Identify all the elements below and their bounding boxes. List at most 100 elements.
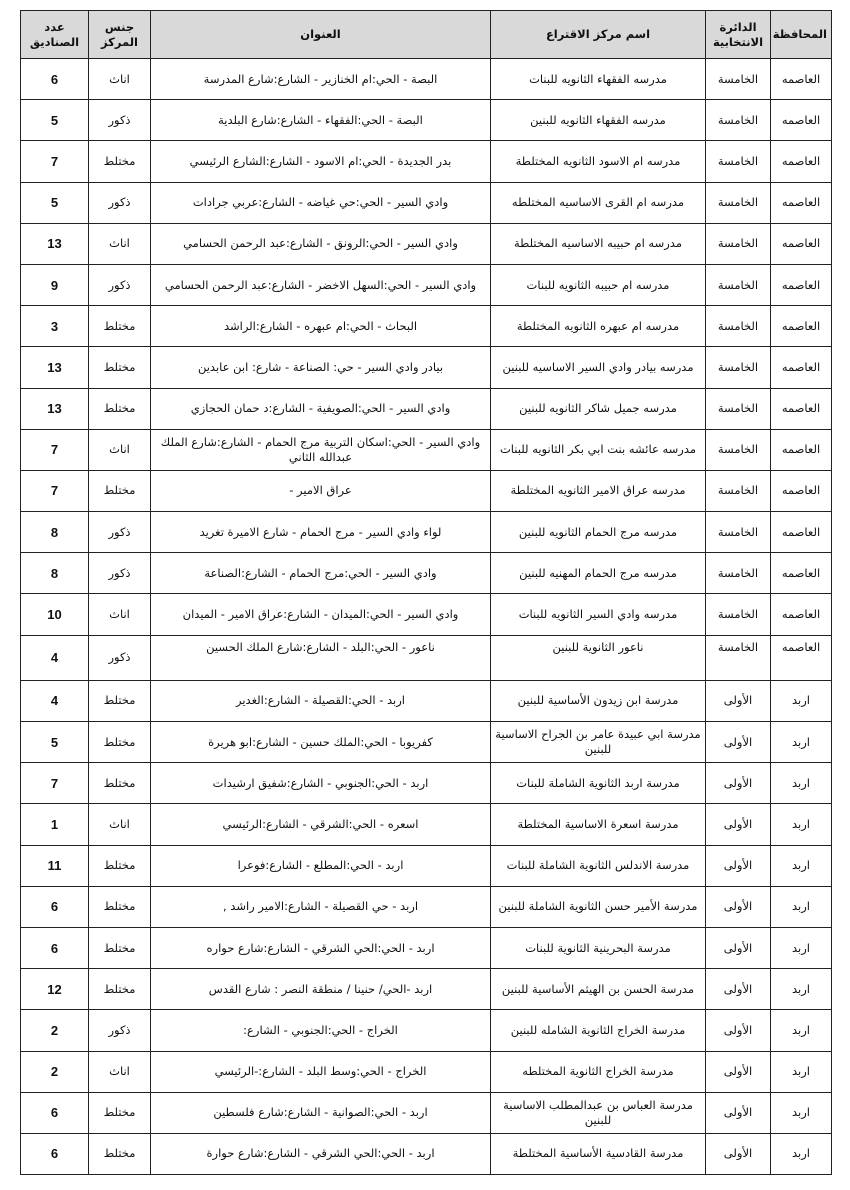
district-cell: الخامسة xyxy=(705,634,771,681)
table-row: اربد الأولى مدرسة الحسن بن الهيثم الأساسية… xyxy=(20,968,832,1011)
header-center-gender: جنس المركز xyxy=(88,10,151,59)
governorate-cell: اربد xyxy=(770,968,832,1011)
center-name-cell: مدرسه مرج الحمام الثانويه للبنين xyxy=(490,511,706,554)
center-name-cell: مدرسة القادسية الأساسية المختلطة xyxy=(490,1132,706,1176)
center-gender-cell: اناث xyxy=(88,593,151,636)
center-name-cell: مدرسه وادي السير الثانويه للبنات xyxy=(490,593,706,636)
governorate-cell: العاصمه xyxy=(770,305,832,348)
center-gender-cell: مختلط xyxy=(88,762,151,805)
district-cell: الخامسة xyxy=(705,57,771,101)
district-cell: الأولى xyxy=(705,1132,771,1176)
center-name-cell: مدرسه مرج الحمام المهنيه للبنين xyxy=(490,552,706,595)
box-count-cell: 5 xyxy=(20,181,89,224)
address-cell: ناعور - الحي:البلد - الشارع:شارع الملك ا… xyxy=(150,634,491,681)
box-count-cell: 6 xyxy=(20,57,89,101)
address-cell: كفريوبا - الحي:الملك حسين - الشارع:ابو ه… xyxy=(150,720,491,764)
table-row: العاصمه الخامسة مدرسه ام عبهره الثانويه ال… xyxy=(20,305,832,348)
table-body: العاصمه الخامسة مدرسه الفقهاء الثانويه للب… xyxy=(20,57,832,1176)
table-row: العاصمه الخامسة مدرسه وادي السير الثانويه … xyxy=(20,593,832,636)
center-name-cell: ناعور الثانوية للبنين xyxy=(490,634,706,681)
table-row: اربد الأولى مدرسة البحرينية الثانوية للبنا… xyxy=(20,926,832,970)
center-gender-cell: مختلط xyxy=(88,469,151,513)
governorate-cell: العاصمه xyxy=(770,593,832,636)
district-cell: الخامسة xyxy=(705,552,771,595)
center-gender-cell: مختلط xyxy=(88,968,151,1011)
district-cell: الخامسة xyxy=(705,305,771,348)
governorate-cell: اربد xyxy=(770,885,832,928)
center-name-cell: مدرسة الأمير حسن الثانوية الشاملة للبنين xyxy=(490,885,706,928)
header-address: العنوان xyxy=(150,10,491,59)
table-row: العاصمه الخامسة مدرسه مرج الحمام الثانويه … xyxy=(20,511,832,554)
table-row: اربد الأولى مدرسة اربد الثانوية الشاملة لل… xyxy=(20,762,832,805)
table-row: اربد الأولى مدرسة الأمير حسن الثانوية الشا… xyxy=(20,885,832,928)
header-box-count: عدد الصناديق xyxy=(20,10,89,59)
address-cell: بدر الجديدة - الحي:ام الاسود - الشارع:ال… xyxy=(150,140,491,183)
box-count-cell: 13 xyxy=(20,222,89,265)
address-cell: اربد - الحي:الحي الشرقي - الشارع:شارع حو… xyxy=(150,926,491,970)
district-cell: الأولى xyxy=(705,844,771,887)
box-count-cell: 6 xyxy=(20,885,89,928)
governorate-cell: العاصمه xyxy=(770,57,832,101)
governorate-cell: العاصمه xyxy=(770,511,832,554)
address-cell: اربد - الحي:الصوانية - الشارع:شارع فلسطي… xyxy=(150,1091,491,1134)
center-gender-cell: مختلط xyxy=(88,346,151,389)
table-row: اربد الأولى مدرسة الخراج الثانوية الشامله … xyxy=(20,1009,832,1052)
address-cell: اربد -الحي/ حنينا / منطقة النصر : شارع ا… xyxy=(150,968,491,1011)
box-count-cell: 9 xyxy=(20,263,89,307)
governorate-cell: اربد xyxy=(770,1050,832,1093)
box-count-cell: 5 xyxy=(20,720,89,764)
address-cell: وادي السير - الحي:الميدان - الشارع:عراق … xyxy=(150,593,491,636)
center-gender-cell: مختلط xyxy=(88,679,151,723)
center-name-cell: مدرسه عراق الامير الثانويه المختلطة xyxy=(490,469,706,513)
box-count-cell: 7 xyxy=(20,140,89,183)
center-gender-cell: ذكور xyxy=(88,181,151,224)
address-cell: اربد - الحي:الجنوبي - الشارع:شفيق ارشيدا… xyxy=(150,762,491,805)
table-row: العاصمه الخامسة مدرسه عراق الامير الثانويه… xyxy=(20,469,832,513)
table-row: العاصمه الخامسة ناعور الثانوية للبنين ناعور… xyxy=(20,634,832,681)
address-cell: لواء وادي السير - مرج الحمام - شارع الام… xyxy=(150,511,491,554)
district-cell: الخامسة xyxy=(705,511,771,554)
table-row: العاصمه الخامسة مدرسه ام القرى الاساسيه ال… xyxy=(20,181,832,224)
center-gender-cell: ذكور xyxy=(88,1009,151,1052)
center-gender-cell: اناث xyxy=(88,1050,151,1093)
district-cell: الأولى xyxy=(705,720,771,764)
district-cell: الخامسة xyxy=(705,387,771,430)
center-gender-cell: ذكور xyxy=(88,552,151,595)
governorate-cell: العاصمه xyxy=(770,140,832,183)
district-cell: الأولى xyxy=(705,803,771,846)
district-cell: الخامسة xyxy=(705,593,771,636)
box-count-cell: 6 xyxy=(20,1132,89,1176)
center-name-cell: مدرسه ام حبيبه الاساسيه المختلطة xyxy=(490,222,706,265)
address-cell: البصة - الحي:ام الخنازير - الشارع:شارع ا… xyxy=(150,57,491,101)
center-name-cell: مدرسة الخراج الثانوية الشامله للبنين xyxy=(490,1009,706,1052)
center-gender-cell: ذكور xyxy=(88,99,151,142)
center-name-cell: مدرسة ابن زيدون الأساسية للبنين xyxy=(490,679,706,723)
district-cell: الخامسة xyxy=(705,346,771,389)
center-gender-cell: ذكور xyxy=(88,634,151,681)
header-row: المحافظة الدائرة الانتخابية اسم مركز الا… xyxy=(20,10,832,59)
address-cell: اسعره - الحي:الشرقي - الشارع:الرئيسي xyxy=(150,803,491,846)
header-district: الدائرة الانتخابية xyxy=(705,10,771,59)
governorate-cell: اربد xyxy=(770,1132,832,1176)
box-count-cell: 7 xyxy=(20,469,89,513)
center-name-cell: مدرسه ام عبهره الثانويه المختلطة xyxy=(490,305,706,348)
governorate-cell: العاصمه xyxy=(770,387,832,430)
box-count-cell: 5 xyxy=(20,99,89,142)
box-count-cell: 4 xyxy=(20,634,89,681)
center-name-cell: مدرسه الفقهاء الثانويه للبنات xyxy=(490,57,706,101)
address-cell: الخراج - الحي:وسط البلد - الشارع:-الرئيس… xyxy=(150,1050,491,1093)
center-gender-cell: اناث xyxy=(88,803,151,846)
table-row: العاصمه الخامسة مدرسه مرج الحمام المهنيه ل… xyxy=(20,552,832,595)
box-count-cell: 8 xyxy=(20,552,89,595)
district-cell: الأولى xyxy=(705,1009,771,1052)
district-cell: الأولى xyxy=(705,926,771,970)
address-cell: اربد - الحي:الحي الشرقي - الشارع:شارع حو… xyxy=(150,1132,491,1176)
district-cell: الأولى xyxy=(705,679,771,723)
box-count-cell: 7 xyxy=(20,428,89,471)
address-cell: بيادر وادي السير - حي: الصناعة - شارع: ا… xyxy=(150,346,491,389)
governorate-cell: اربد xyxy=(770,844,832,887)
address-cell: عراق الامير - xyxy=(150,469,491,513)
box-count-cell: 1 xyxy=(20,803,89,846)
governorate-cell: العاصمه xyxy=(770,222,832,265)
box-count-cell: 7 xyxy=(20,762,89,805)
